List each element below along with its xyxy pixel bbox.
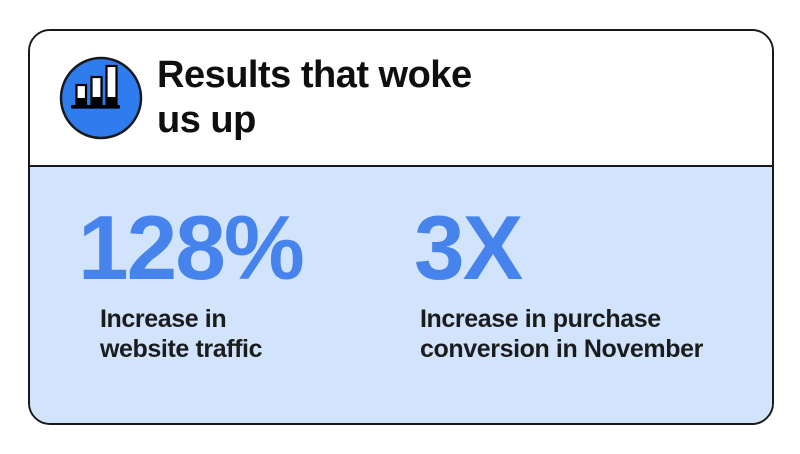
stat-label-website-traffic: Increase in website traffic xyxy=(100,305,263,363)
stat-label-purchase-conversion: Increase in purchase conversion in Novem… xyxy=(420,305,703,363)
results-card: Results that woke us up 128% Increase in… xyxy=(28,29,774,425)
stat-website-traffic: 128% Increase in website traffic xyxy=(78,203,305,364)
stat-purchase-conversion: 3X Increase in purchase conversion in No… xyxy=(414,203,703,364)
card-header: Results that woke us up xyxy=(30,31,772,167)
stat-value-website-traffic: 128% xyxy=(78,198,305,299)
stats-panel: 128% Increase in website traffic 3X Incr… xyxy=(30,167,772,423)
stat-value-purchase-conversion: 3X xyxy=(414,198,523,299)
bar-chart-icon xyxy=(59,56,143,140)
card-title: Results that woke us up xyxy=(157,54,472,141)
